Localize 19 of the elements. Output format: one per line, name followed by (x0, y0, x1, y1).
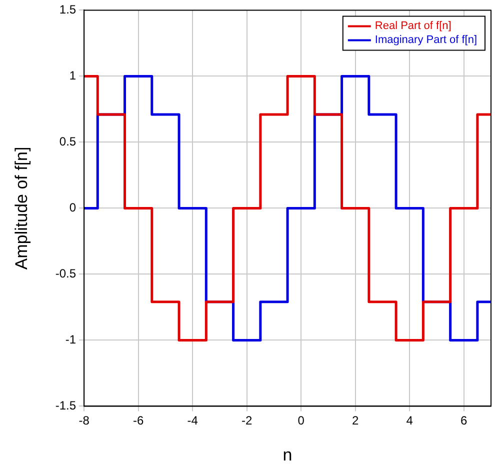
y-tick-label: 1 (69, 68, 76, 83)
y-tick-label: 0.5 (59, 134, 76, 149)
x-axis-title: n (282, 445, 292, 464)
x-tick-label: -2 (242, 414, 253, 428)
x-tick-label: 6 (460, 414, 468, 428)
legend-label: Imaginary Part of f[n] (374, 34, 478, 46)
y-tick-label: 1.5 (59, 2, 76, 17)
y-tick-label: 0 (69, 200, 76, 215)
y-axis-title: Amplitude of f[n] (12, 146, 31, 270)
x-tick-label: 2 (352, 414, 360, 428)
y-tick-label: -1.5 (55, 398, 76, 413)
x-tick-label: 4 (406, 414, 414, 428)
legend-label: Real Part of f[n] (374, 20, 452, 32)
x-tick-label: -6 (133, 414, 144, 428)
y-tick-label: -1 (65, 332, 76, 347)
x-tick-label: -4 (187, 414, 198, 428)
y-tick-label: -0.5 (55, 266, 76, 281)
x-tick-label: 0 (298, 414, 305, 428)
x-tick-label: -8 (78, 414, 90, 428)
